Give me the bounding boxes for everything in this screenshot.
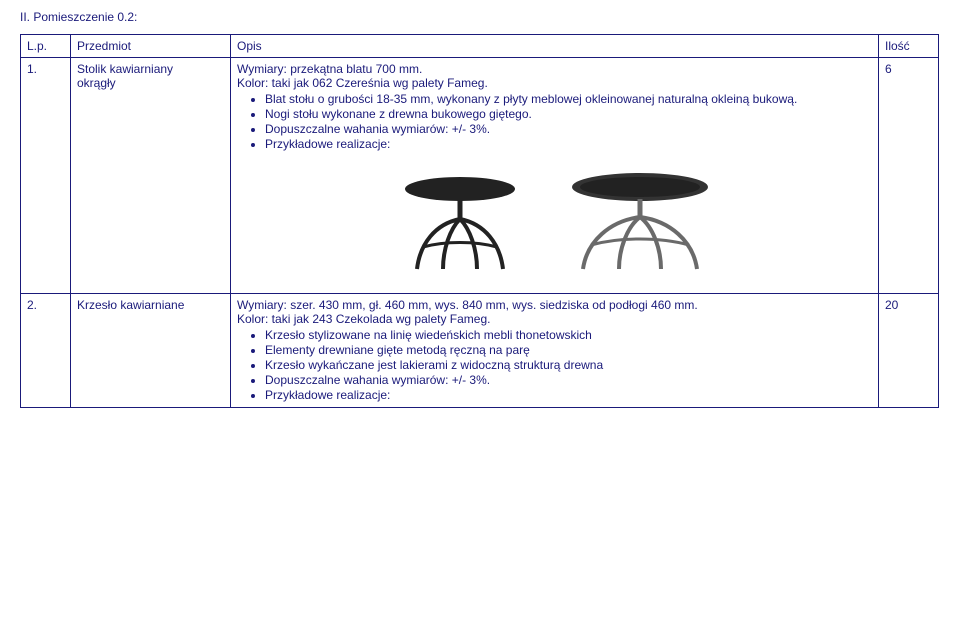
table-row: 2. Krzesło kawiarniane Wymiary: szer. 43… [21, 294, 939, 408]
col-lp: L.p. [21, 35, 71, 58]
bullet: Elementy drewniane gięte metodą ręczną n… [265, 343, 872, 357]
desc-bullets: Blat stołu o grubości 18-35 mm, wykonany… [237, 92, 872, 151]
cell-lp: 2. [21, 294, 71, 408]
example-images [237, 169, 872, 279]
bullet: Krzesło stylizowane na linię wiedeńskich… [265, 328, 872, 342]
spec-table: L.p. Przedmiot Opis Ilość 1. Stolik kawi… [20, 34, 939, 408]
table-header-row: L.p. Przedmiot Opis Ilość [21, 35, 939, 58]
bullet: Przykładowe realizacje: [265, 137, 872, 151]
col-qty: Ilość [879, 35, 939, 58]
item-line2: okrągły [77, 76, 224, 90]
item-line1: Stolik kawiarniany [77, 62, 224, 76]
desc-dim: Wymiary: przekątna blatu 700 mm. [237, 62, 872, 76]
desc-color: Kolor: taki jak 243 Czekolada wg palety … [237, 312, 872, 326]
col-desc: Opis [231, 35, 879, 58]
bullet: Nogi stołu wykonane z drewna bukowego gi… [265, 107, 872, 121]
bullet: Dopuszczalne wahania wymiarów: +/- 3%. [265, 122, 872, 136]
bullet: Przykładowe realizacje: [265, 388, 872, 402]
cell-desc: Wymiary: przekątna blatu 700 mm. Kolor: … [231, 58, 879, 294]
desc-dim: Wymiary: szer. 430 mm, gł. 460 mm, wys. … [237, 298, 872, 312]
col-item: Przedmiot [71, 35, 231, 58]
desc-bullets: Krzesło stylizowane na linię wiedeńskich… [237, 328, 872, 402]
cell-desc: Wymiary: szer. 430 mm, gł. 460 mm, wys. … [231, 294, 879, 408]
cell-lp: 1. [21, 58, 71, 294]
cell-item: Krzesło kawiarniane [71, 294, 231, 408]
table-image-1 [395, 169, 525, 279]
bullet: Krzesło wykańczane jest lakierami z wido… [265, 358, 872, 372]
cell-qty: 6 [879, 58, 939, 294]
bullet: Blat stołu o grubości 18-35 mm, wykonany… [265, 92, 872, 106]
desc-color: Kolor: taki jak 062 Czereśnia wg palety … [237, 76, 872, 90]
cell-item: Stolik kawiarniany okrągły [71, 58, 231, 294]
bullet: Dopuszczalne wahania wymiarów: +/- 3%. [265, 373, 872, 387]
section-title: II. Pomieszczenie 0.2: [20, 10, 939, 24]
table-image-2 [565, 169, 715, 279]
table-row: 1. Stolik kawiarniany okrągły Wymiary: p… [21, 58, 939, 294]
cell-qty: 20 [879, 294, 939, 408]
